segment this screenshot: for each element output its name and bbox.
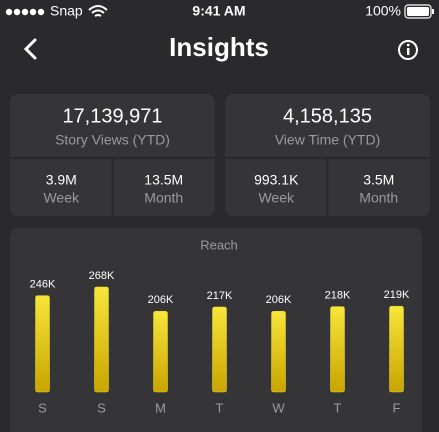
bar: [94, 286, 109, 393]
bar-value-label: 268K: [89, 270, 115, 282]
x-tick-label: S: [38, 400, 47, 415]
page-title: Insights: [169, 32, 269, 62]
sub-stat-label: Month: [144, 190, 183, 206]
bar: [271, 311, 286, 393]
bar-value-label: 217K: [207, 290, 233, 302]
x-tick-label: W: [272, 400, 285, 415]
bar-value-label: 206K: [266, 294, 292, 306]
bar: [153, 311, 168, 393]
battery-icon: [404, 4, 434, 19]
sub-stat-label: Week: [258, 190, 295, 206]
clock: 9:41 AM: [192, 3, 245, 19]
bar-value-label: 206K: [148, 294, 174, 306]
signal: [5, 8, 45, 16]
bar-value-label: 219K: [384, 289, 410, 301]
bar: [330, 306, 345, 393]
sub-stat-label: Week: [43, 190, 80, 206]
info-button[interactable]: [398, 40, 418, 60]
back-button[interactable]: [23, 38, 37, 60]
stat-card: [225, 94, 430, 216]
x-tick-label: T: [216, 400, 224, 415]
sub-stat-value: 3.9M: [46, 172, 77, 188]
stats-cards: 17,139,971 Story Views (YTD) 3.9M Week 13.5M…: [10, 94, 430, 216]
x-tick-label: M: [155, 400, 166, 415]
chart: 246K S 268K S 206K M 217K T 206K W 218K T 219K F: [30, 270, 410, 416]
stat-card: [10, 94, 215, 216]
bar: [212, 306, 227, 393]
stat-value: 4,158,135: [283, 105, 372, 127]
wifi-icon: [88, 5, 108, 17]
x-tick-label: F: [393, 400, 401, 415]
chart-title: Reach: [200, 237, 238, 252]
x-tick-label: S: [97, 400, 106, 415]
sub-stat-value: 3.5M: [363, 172, 394, 188]
stat-value: 17,139,971: [62, 105, 162, 127]
sub-stat-value: 13.5M: [144, 172, 183, 188]
sub-stat-value: 993.1K: [254, 172, 299, 188]
bar: [389, 305, 404, 393]
bar-value-label: 218K: [325, 289, 351, 301]
sub-stat-label: Month: [359, 190, 398, 206]
carrier: Snap: [50, 3, 83, 19]
stat-label: View Time (YTD): [275, 132, 381, 148]
battery-level: 100%: [365, 3, 401, 19]
stat-label: Story Views (YTD): [55, 132, 170, 148]
bar-value-label: 246K: [30, 279, 56, 291]
x-tick-label: T: [334, 400, 342, 415]
bar: [35, 295, 50, 393]
